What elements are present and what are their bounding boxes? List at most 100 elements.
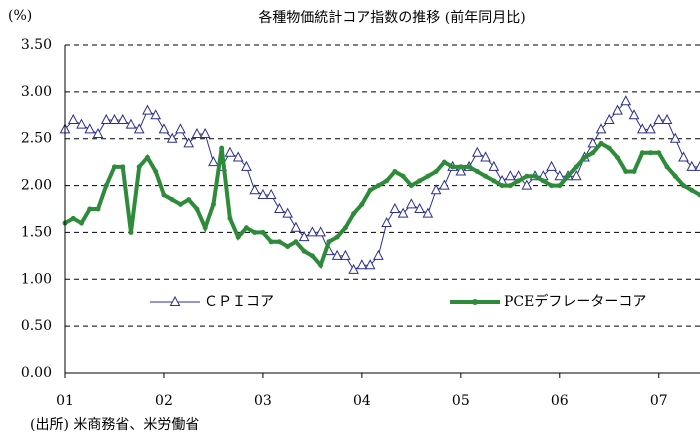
source: (出所) 米商務省、米労働省 xyxy=(30,417,199,433)
marker xyxy=(582,154,588,160)
marker xyxy=(67,113,79,124)
marker xyxy=(480,151,491,162)
marker xyxy=(359,201,365,207)
y-tick-label: 3.50 xyxy=(21,37,52,53)
marker xyxy=(109,113,120,124)
plot xyxy=(59,44,700,378)
marker xyxy=(375,183,381,189)
marker xyxy=(631,169,637,175)
marker xyxy=(76,118,87,129)
marker xyxy=(78,220,84,226)
marker xyxy=(249,184,261,195)
marker xyxy=(202,225,208,231)
y-tick-label: 1.00 xyxy=(21,271,52,287)
marker xyxy=(95,206,101,212)
marker xyxy=(521,179,533,190)
marker xyxy=(400,173,406,179)
marker xyxy=(441,159,447,165)
marker xyxy=(392,169,398,175)
marker xyxy=(260,229,266,235)
marker xyxy=(282,207,293,218)
marker xyxy=(243,225,249,231)
marker xyxy=(546,160,557,171)
marker xyxy=(285,243,291,249)
marker xyxy=(557,183,563,189)
marker xyxy=(595,123,607,134)
marker xyxy=(620,95,632,106)
marker xyxy=(694,160,700,171)
marker xyxy=(590,150,596,156)
marker xyxy=(364,259,376,270)
marker xyxy=(433,169,439,175)
marker xyxy=(252,229,258,235)
marker xyxy=(235,234,241,240)
series-line xyxy=(64,140,700,270)
marker xyxy=(128,229,134,235)
marker xyxy=(381,216,392,228)
marker xyxy=(142,104,153,115)
marker xyxy=(161,192,167,198)
marker xyxy=(664,164,670,170)
marker xyxy=(276,239,282,245)
legend-marker xyxy=(169,295,181,306)
y-tick-label: 1.50 xyxy=(21,224,52,240)
marker xyxy=(414,202,425,213)
marker xyxy=(661,113,673,124)
marker xyxy=(549,183,555,189)
marker xyxy=(331,249,343,260)
marker xyxy=(606,145,612,151)
marker xyxy=(439,179,450,190)
marker xyxy=(367,187,373,193)
marker xyxy=(384,178,390,184)
marker xyxy=(241,160,252,171)
marker xyxy=(84,123,96,134)
marker xyxy=(455,165,467,176)
marker xyxy=(100,113,112,124)
marker xyxy=(224,146,236,157)
marker xyxy=(507,183,513,189)
x-tick-label: 04 xyxy=(353,393,371,409)
marker xyxy=(540,178,546,184)
marker xyxy=(612,104,623,115)
marker xyxy=(678,151,689,162)
marker xyxy=(177,201,183,207)
marker xyxy=(570,170,582,181)
marker xyxy=(92,127,104,139)
marker xyxy=(598,140,604,146)
y-tick-label: 3.00 xyxy=(21,84,52,100)
marker xyxy=(516,178,522,184)
marker xyxy=(133,123,145,134)
marker xyxy=(488,160,500,171)
marker xyxy=(450,164,456,170)
marker xyxy=(648,150,654,156)
marker xyxy=(87,206,93,212)
marker xyxy=(623,169,629,175)
marker xyxy=(532,173,538,179)
marker xyxy=(342,225,348,231)
marker xyxy=(672,173,678,179)
marker xyxy=(183,137,195,148)
marker xyxy=(408,183,414,189)
marker xyxy=(150,109,162,120)
marker xyxy=(636,123,648,134)
marker xyxy=(697,192,700,198)
marker xyxy=(628,109,640,120)
marker xyxy=(653,113,665,124)
marker xyxy=(219,145,225,151)
y-tick-label: 2.50 xyxy=(21,131,52,147)
marker xyxy=(144,154,150,160)
marker xyxy=(491,178,497,184)
y-tick-label: 0.50 xyxy=(21,318,52,334)
marker xyxy=(373,249,384,260)
marker xyxy=(186,197,192,203)
marker xyxy=(175,123,186,134)
marker xyxy=(166,132,178,143)
marker xyxy=(111,164,117,170)
marker xyxy=(466,164,472,170)
marker xyxy=(472,146,483,157)
marker xyxy=(356,259,368,270)
y-axis-label: (%) xyxy=(8,8,32,24)
marker xyxy=(639,150,645,156)
x-tick-label: 01 xyxy=(56,393,74,409)
